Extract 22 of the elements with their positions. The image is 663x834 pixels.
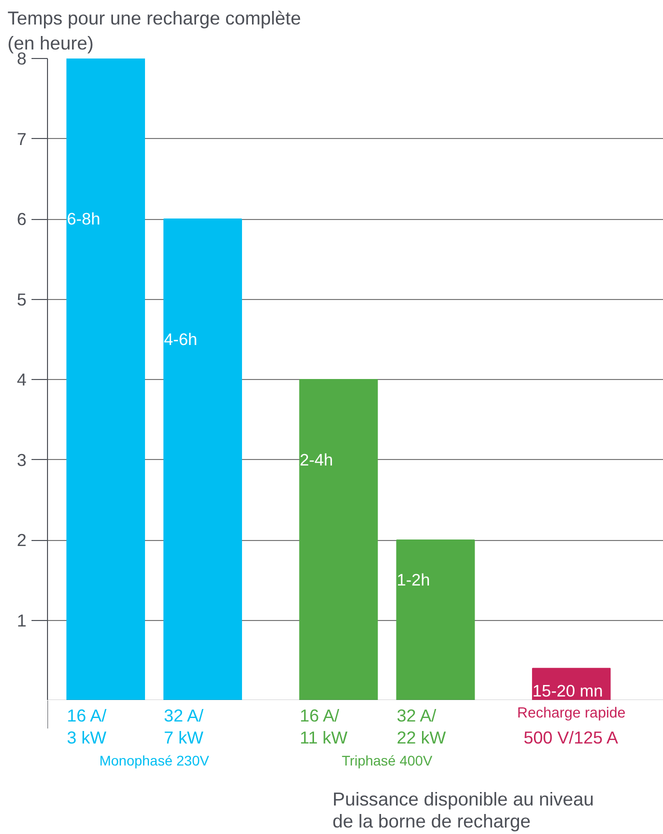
y-tick-label: 6 — [16, 209, 27, 229]
text: Triphasé 400V — [342, 752, 433, 768]
x-tick-label: 32 A/ 7 kW — [164, 706, 204, 748]
y-tick-label: 5 — [16, 289, 27, 310]
bar — [66, 58, 146, 700]
data-label: 4-6h — [164, 330, 198, 349]
y-tick-label: 1 — [16, 610, 27, 630]
y-tick-label: 2 — [16, 530, 27, 550]
data-label: 6-8h — [66, 210, 100, 228]
y-tick-label: 4 — [16, 370, 27, 390]
x-tick-label: 32 A/ 22 kW — [396, 706, 446, 748]
x-tick-label: Recharge rapide 500 V/125 A — [517, 706, 626, 748]
bar — [299, 379, 378, 700]
x-tick-label: 16 A/ 11 kW — [300, 706, 348, 748]
y-tick-label: 3 — [16, 450, 27, 470]
x-axis-title: Puissance disponible au niveau de la borne de recharge — [332, 788, 594, 832]
y-tick-label: 7 — [16, 128, 27, 149]
data-label: 2-4h — [300, 450, 334, 470]
data-label: 15-20 mn — [532, 682, 603, 700]
x-tick-label: 16 A/ 3 kW — [66, 706, 108, 748]
text: Monophasé 230V — [99, 752, 210, 768]
data-label: 1-2h — [396, 570, 430, 590]
